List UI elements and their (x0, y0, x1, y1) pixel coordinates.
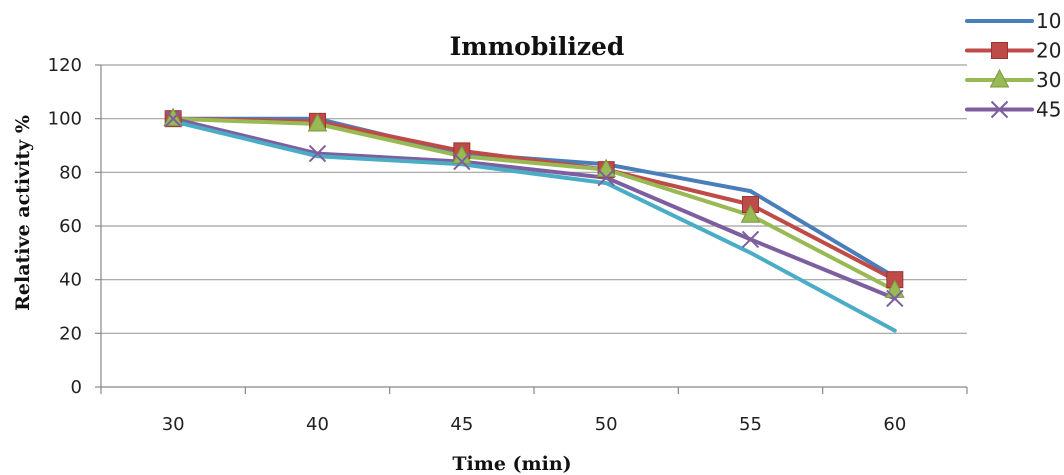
y-tick-label-80: 80 (59, 162, 82, 183)
data-point-30-30 (163, 107, 183, 127)
legend-label-20: 20 (1036, 39, 1061, 63)
data-point-45-30 (164, 109, 182, 128)
x-tick-label-30: 30 (162, 414, 185, 435)
data-point-45-50 (597, 168, 615, 187)
x-tick-label-45: 45 (450, 414, 473, 435)
x-tick-label-55: 55 (739, 414, 762, 435)
data-point-30-40 (307, 112, 328, 132)
y-tick-label-120: 120 (48, 55, 82, 76)
legend-marker-20 (991, 42, 1008, 59)
y-tick-label-100: 100 (48, 109, 82, 130)
chart-title: Immobilized (450, 32, 625, 61)
legend-marker-30 (989, 68, 1010, 88)
x-tick-label-40: 40 (306, 414, 329, 435)
data-point-30-45 (452, 145, 472, 164)
y-tick-label-40: 40 (59, 270, 82, 291)
legend-label-30: 30 (1036, 68, 1061, 92)
series-line-unlabeled-4 (171, 119, 897, 333)
y-tick-label-60: 60 (59, 216, 82, 237)
series-line-20 (171, 116, 897, 282)
data-point-45-40 (308, 144, 327, 163)
y-axis-title: Relative activity % (12, 115, 34, 311)
grid-lines (101, 64, 967, 334)
data-point-45-55 (741, 230, 760, 249)
data-point-45-45 (453, 152, 471, 171)
y-tick-label-20: 20 (59, 323, 82, 344)
x-tick-label-50: 50 (595, 414, 618, 435)
y-tick-label-0: 0 (71, 377, 82, 398)
legend-label-45: 45 (1036, 98, 1061, 122)
legend-label-10: 10 (1036, 9, 1061, 33)
x-tick-label-60: 60 (883, 414, 906, 435)
legend-marker-45 (990, 100, 1009, 119)
data-point-45-60 (886, 289, 904, 308)
series-line-45 (171, 116, 897, 301)
x-tick-labels: 30 40 45 50 55 60 (162, 414, 907, 435)
legend: 10 20 30 45 (965, 9, 1061, 122)
series-markers (163, 107, 905, 308)
series-line-30 (171, 116, 897, 293)
axes (95, 64, 968, 394)
y-tick-labels: 0 20 40 60 80 100 120 (48, 55, 82, 398)
x-axis-title: Time (min) (452, 453, 571, 475)
data-point-30-55 (740, 204, 761, 223)
series-lines (171, 116, 897, 333)
